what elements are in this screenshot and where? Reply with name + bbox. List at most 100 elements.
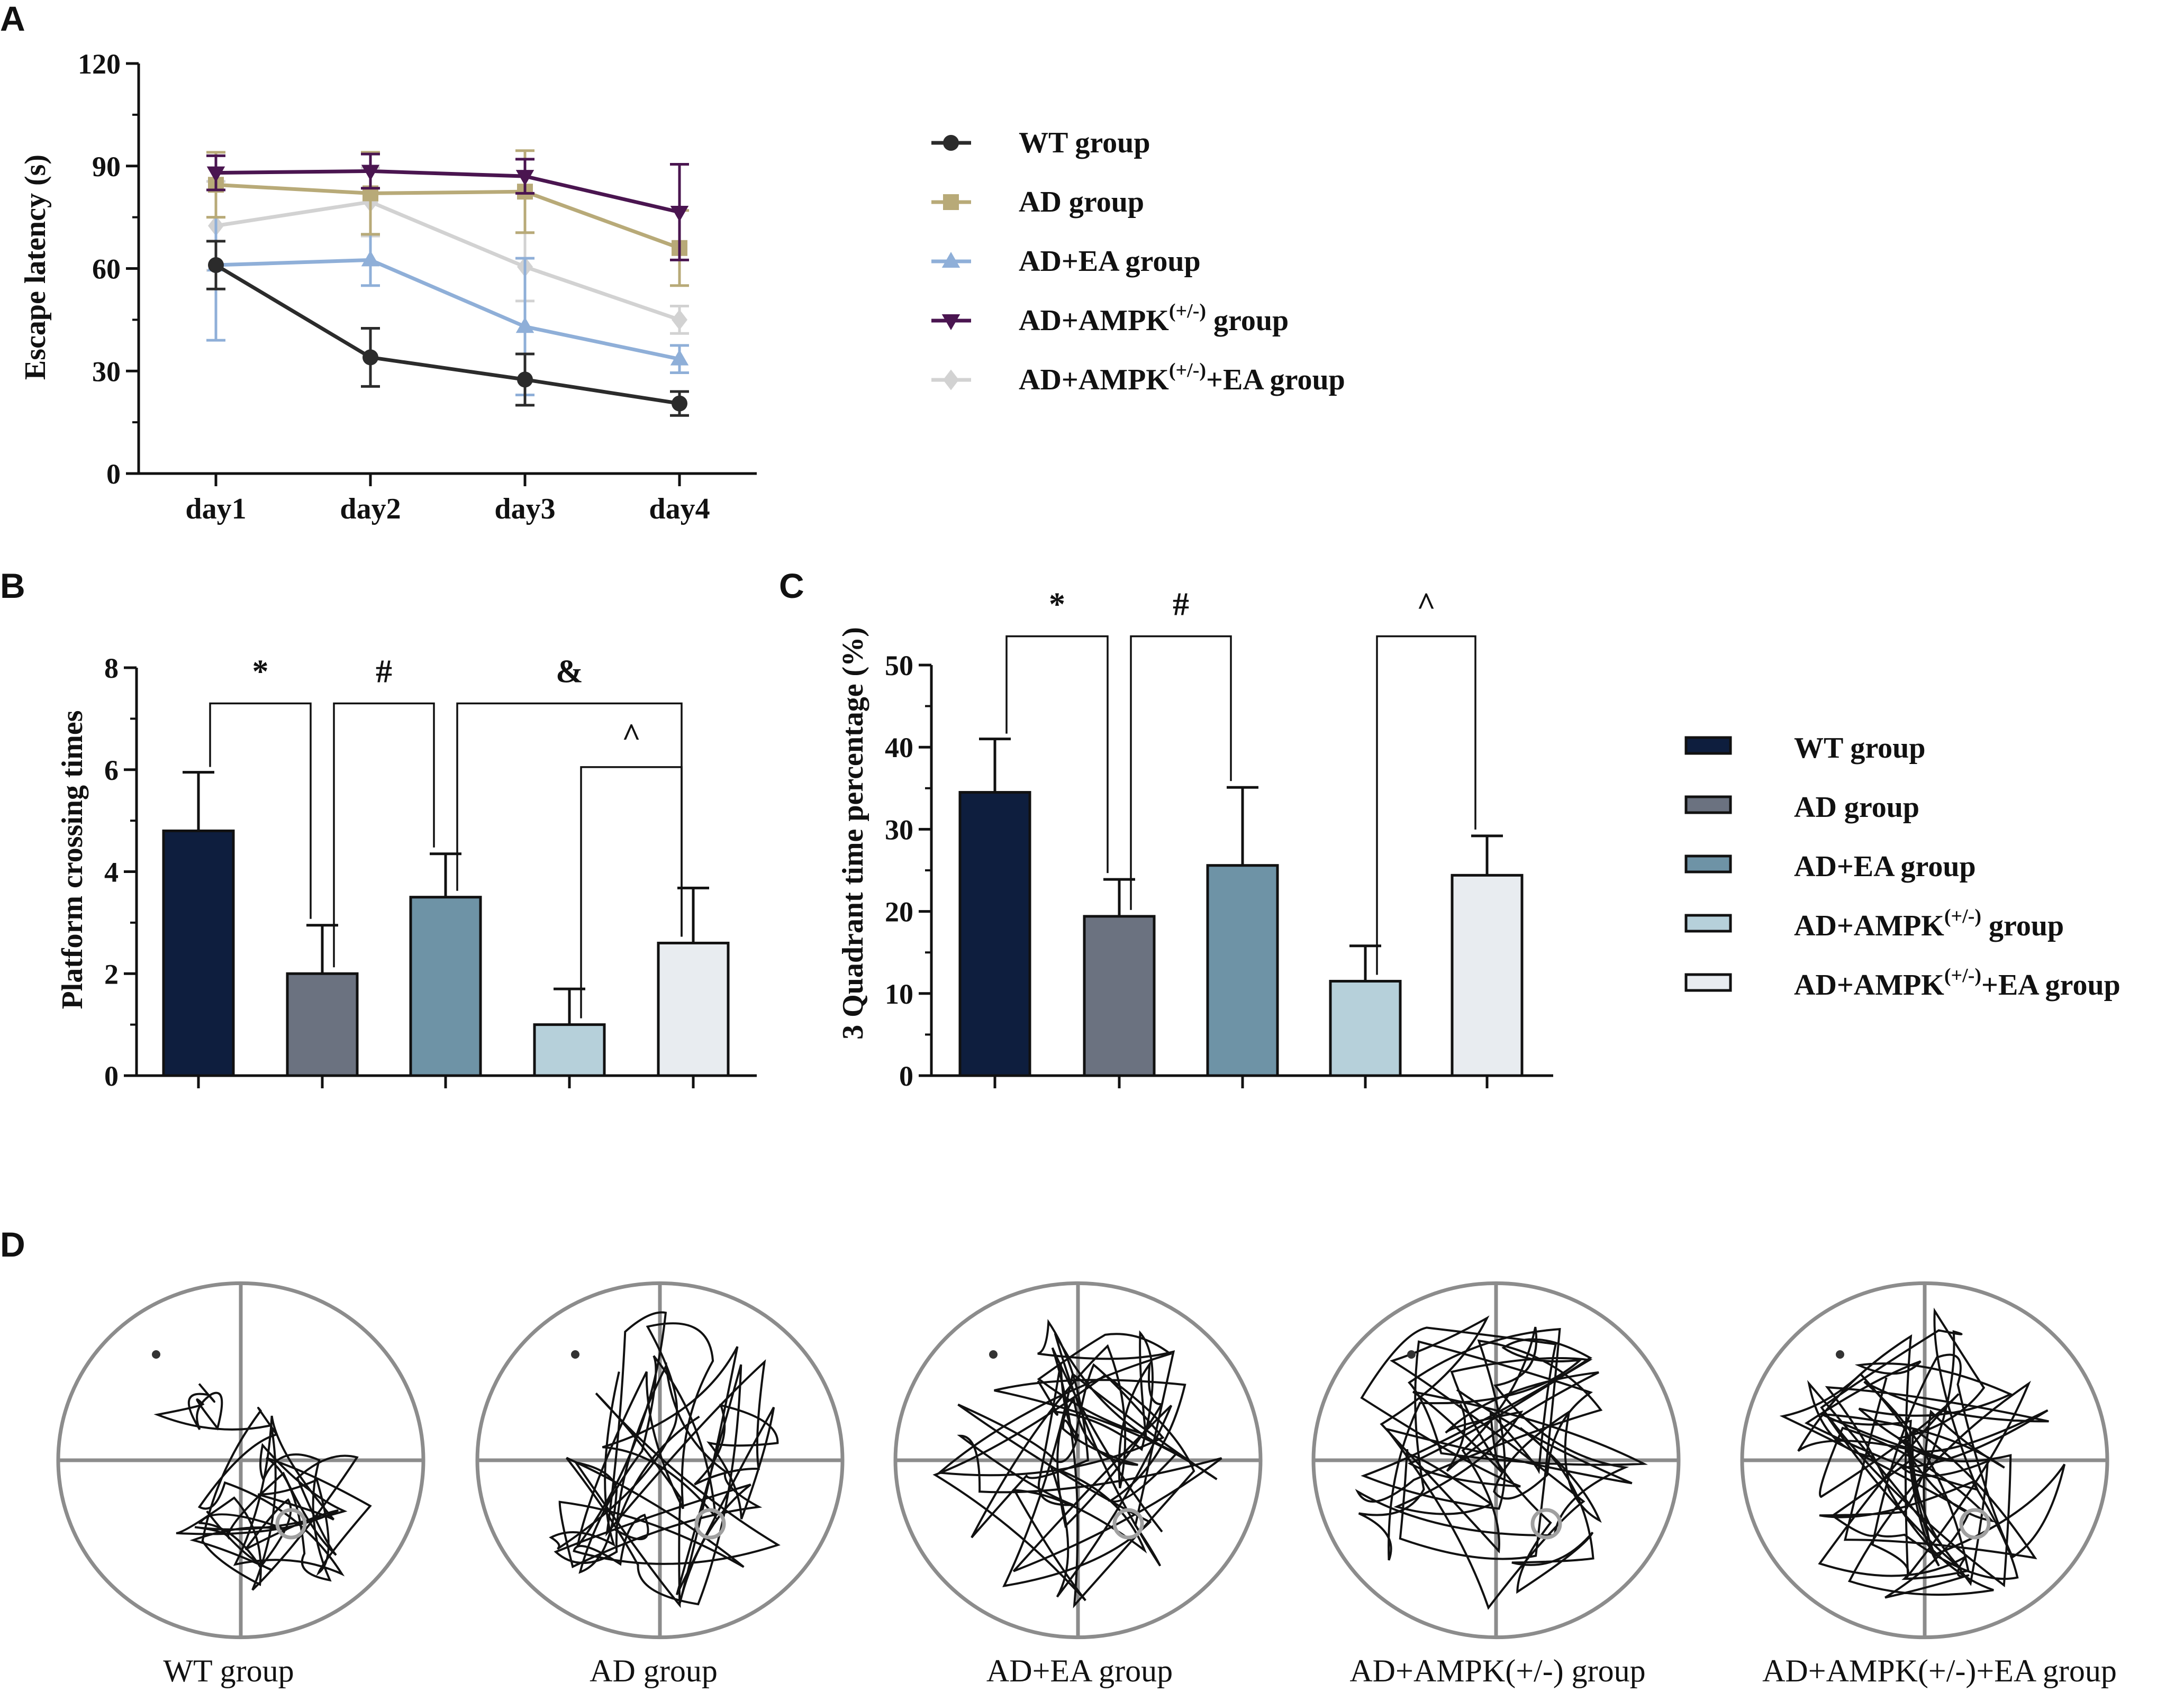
legend-marker — [941, 252, 960, 268]
significance-bracket: * — [1005, 587, 1109, 874]
y-tick-label: 120 — [78, 48, 121, 80]
legend-label: WT group — [1794, 732, 1925, 765]
legend-item-ad_ea: AD+EA group — [931, 245, 1201, 278]
legend-label-name: AD+AMPK — [1019, 304, 1169, 337]
y-tick-label: 0 — [104, 1060, 119, 1092]
series-line — [215, 183, 681, 250]
bar-rect — [1329, 980, 1402, 1077]
legend-label: AD+EA group — [1794, 850, 1976, 883]
series-wt — [206, 240, 689, 417]
platform-marker — [1112, 1508, 1144, 1540]
swim-track-panel: WT group AD group AD+EA group AD+AMPK(+/… — [56, 1281, 2117, 1688]
legend-label-name: AD+AMPK — [1019, 363, 1169, 396]
x-tick-label: day2 — [340, 493, 401, 525]
legend-label-name: WT group — [1019, 126, 1150, 159]
bar-ad — [286, 924, 359, 1088]
legend-item-wt: WT group — [1684, 732, 1925, 765]
data-point — [206, 166, 225, 183]
panel-label-a: A — [0, 0, 25, 38]
data-point — [517, 371, 533, 388]
swim-path — [1779, 1307, 2066, 1599]
legend-label: AD+EA group — [1019, 245, 1201, 278]
legend-item-ad_ampk: AD+AMPK(+/-) group — [931, 300, 1289, 337]
legend-label-name: AD group — [1019, 186, 1144, 219]
legend-label-name: AD+AMPK — [1794, 969, 1944, 1002]
bar-wt — [958, 738, 1031, 1088]
legend-label-sup: (+/-) — [1944, 965, 1981, 987]
legend-label: AD+AMPK(+/-)+EA group — [1019, 359, 1345, 396]
legend-label-suffix: group — [1981, 909, 2064, 942]
significance-bracket: ^ — [580, 717, 683, 1018]
legend-marker — [943, 369, 959, 390]
panel-label-b: B — [0, 566, 25, 605]
data-point — [515, 170, 534, 186]
swim-path — [1355, 1315, 1648, 1610]
bar-chart-quadrant-time: 3 Quadrant time percentage (%) 0 10 20 30 40… — [837, 587, 1553, 1092]
significance-symbol: ^ — [1417, 587, 1436, 623]
swim-track-ad-ea — [893, 1281, 1263, 1640]
swim-track-wt — [56, 1281, 425, 1640]
legend-item-ad_ampk_ea: AD+AMPK(+/-)+EA group — [1684, 965, 2120, 1002]
bar-wt — [162, 771, 235, 1088]
legend-label-name: AD+AMPK — [1794, 909, 1944, 942]
significance-symbol: * — [252, 653, 269, 689]
legend-label-suffix: +EA group — [1206, 363, 1345, 396]
data-point — [208, 257, 224, 274]
bar-rect — [1206, 864, 1279, 1077]
start-point — [152, 1350, 160, 1359]
significance-bracket: # — [1130, 587, 1232, 910]
data-point — [672, 395, 687, 412]
significance-bracket: # — [333, 653, 435, 968]
legend-item-ad_ea: AD+EA group — [1684, 850, 1976, 883]
bracket-line — [1376, 635, 1476, 975]
legend-label: AD+AMPK(+/-)+EA group — [1794, 965, 2120, 1002]
legend-label: AD group — [1019, 186, 1144, 219]
platform-marker — [694, 1508, 726, 1540]
platform-marker — [275, 1508, 307, 1540]
significance-bracket: & — [456, 653, 683, 937]
x-tick-label: day4 — [649, 493, 710, 525]
track-label-wt: WT group — [163, 1653, 294, 1688]
series-line — [215, 263, 680, 406]
y-tick-label: 30 — [92, 356, 121, 387]
legend-label-name: AD+EA group — [1794, 850, 1976, 883]
panel-label-c: C — [779, 566, 804, 605]
bar-ad_ampk — [533, 987, 606, 1088]
bar-rect — [286, 972, 359, 1077]
y-tick-label: 6 — [104, 754, 119, 786]
bracket-line — [456, 702, 683, 937]
start-point — [571, 1350, 579, 1359]
series-line — [215, 199, 681, 322]
legend-item-ad_ampk: AD+AMPK(+/-) group — [1684, 905, 2064, 942]
y-tick-label: 8 — [104, 652, 119, 684]
data-point — [515, 317, 534, 333]
data-point — [672, 309, 687, 330]
legend-item-ad: AD group — [1684, 791, 1919, 824]
y-tick-label: 4 — [104, 857, 119, 888]
series-ad_ampk — [206, 152, 689, 261]
bracket-line — [333, 702, 435, 968]
significance-symbol: & — [556, 653, 583, 689]
swim-path — [932, 1318, 1222, 1608]
y-axis-label: 3 Quadrant time percentage (%) — [837, 627, 869, 1040]
swim-track-ad-ampk-ea — [1740, 1281, 2109, 1640]
legend-label-sup: (+/-) — [1169, 359, 1206, 381]
significance-symbol: ^ — [622, 717, 641, 753]
legend-label-suffix: group — [1206, 304, 1289, 337]
panel-label-d: D — [0, 1225, 25, 1264]
legend-marker — [943, 194, 959, 210]
significance-symbol: * — [1049, 587, 1065, 623]
start-point — [1407, 1350, 1416, 1359]
track-label-ad-ampk: AD+AMPK(+/-) group — [1349, 1653, 1645, 1688]
bar-rect — [409, 896, 482, 1077]
y-tick-label: 20 — [885, 896, 913, 928]
bar-ad_ea — [409, 852, 482, 1088]
bar-legend: WT group AD group AD+EA group AD+AMPK(+/-) … — [1684, 732, 2120, 1002]
series-line — [215, 169, 680, 214]
legend-label-name: WT group — [1794, 732, 1925, 765]
y-tick-label: 0 — [106, 458, 121, 490]
y-tick-label: 90 — [92, 151, 121, 183]
bracket-line — [580, 766, 683, 1018]
y-tick-label: 2 — [104, 958, 119, 990]
y-tick-label: 60 — [92, 253, 121, 285]
